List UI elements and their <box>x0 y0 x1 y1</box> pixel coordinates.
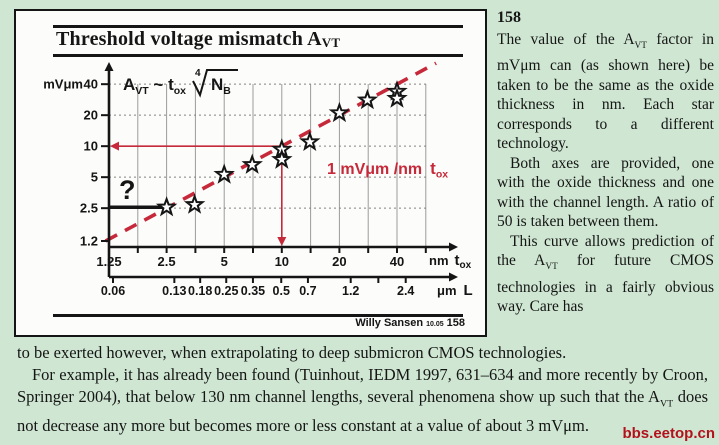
star-marker <box>183 193 206 214</box>
question-mark: ? <box>119 175 136 205</box>
l-tick-label: 0.18 <box>188 284 212 298</box>
radical-sign <box>192 69 238 98</box>
x-tick-label: 2.5 <box>158 254 176 269</box>
note-paragraph: The value of the AVT factor in mVμm can … <box>497 30 714 154</box>
star-marker <box>386 87 408 108</box>
note-paragraph: This curve allows prediction of the AVT … <box>497 232 714 317</box>
arrowhead-left <box>110 141 119 151</box>
note-text: The value of the A <box>497 30 635 48</box>
slide-title: Threshold voltage mismatch AVT <box>56 28 340 51</box>
footer-rule <box>53 314 463 317</box>
y-axis-unit: mVμm <box>43 77 83 92</box>
slide-title-subscript: VT <box>321 35 341 50</box>
arrowhead-up <box>104 62 114 71</box>
star-marker <box>328 101 351 123</box>
x-tick-label: 40 <box>390 254 404 269</box>
arrowhead-right <box>449 242 458 252</box>
y-tick-label: 2.5 <box>80 201 98 216</box>
y-tick-label: 1.2 <box>80 234 98 249</box>
slide-footer: Willy Sansen 10.05 158 <box>355 317 465 329</box>
star-marker <box>356 88 379 110</box>
x-axis-name: nm tox <box>429 252 472 271</box>
star-marker <box>241 153 263 174</box>
note-text: factor in mVμm can (as shown here) be ta… <box>497 30 714 153</box>
arrowhead-right <box>449 272 458 282</box>
x-tick-label: 10 <box>275 254 289 269</box>
avt-subscript: VT <box>659 398 674 410</box>
l-tick-label: 0.06 <box>101 284 125 298</box>
arrowhead-down <box>277 237 287 246</box>
l-tick-label: 2.4 <box>397 284 414 298</box>
note-text: for future CMOS technologies in a fairly… <box>497 252 714 316</box>
footer-page-number: 158 <box>446 317 465 329</box>
slide-title-text: Threshold voltage mismatch A <box>56 28 322 50</box>
y-tick-label: 20 <box>84 108 98 123</box>
star-marker <box>299 130 321 151</box>
formula-root-index: 4 <box>195 68 201 79</box>
l-tick-label: 1.2 <box>342 284 359 298</box>
note-number: 158 <box>497 9 521 26</box>
avt-subscript: VT <box>634 40 647 51</box>
footer-author: Willy Sansen <box>355 317 424 329</box>
body-paragraph: For example, it has already been found (… <box>17 364 708 437</box>
l-tick-label: 0.7 <box>299 284 316 298</box>
l-tick-label: 0.25 <box>214 284 238 298</box>
y-tick-label: 5 <box>91 170 98 185</box>
avt-subscript: VT <box>545 262 558 273</box>
body-text: to be exerted however, when extrapolatin… <box>17 342 708 437</box>
formula-radicand: NB <box>211 75 231 97</box>
note-text: This curve allows prediction of the A <box>497 232 714 270</box>
x-tick-label: 20 <box>332 254 346 269</box>
star-marker <box>213 163 235 184</box>
title-rule-top <box>53 25 463 28</box>
x-tick-label: 1.25 <box>96 254 121 269</box>
y-tick-label: 10 <box>84 139 98 154</box>
margin-note-column: 158 The value of the AVT factor in mVμm … <box>497 8 714 317</box>
body-text-run: For example, it has already been found (… <box>17 365 708 406</box>
slide-frame: Threshold voltage mismatch AVT ? 40 20 10 5 2… <box>14 9 487 337</box>
l-tick-label: 0.13 <box>162 284 186 298</box>
trend-label: 1 mVμm /nm tox <box>327 159 448 181</box>
watermark: bbs.eetop.cn <box>622 425 715 442</box>
title-rule-bottom <box>53 54 463 57</box>
star-marker <box>271 148 293 169</box>
avt-mismatch-chart: ? 40 20 10 5 2.5 1.2 mVμm 1.25 2.5 5 10 20 40 nm tox 0.0… <box>43 61 473 299</box>
footer-date: 10.05 <box>426 321 444 328</box>
l-axis-name: μm L <box>437 282 473 299</box>
l-tick-label: 0.5 <box>273 284 290 298</box>
trend-line <box>104 61 437 243</box>
formula: AVT ~ tox <box>123 75 186 97</box>
l-tick-label: 0.35 <box>241 284 265 298</box>
note-paragraph: Both axes are provided, one with the oxi… <box>497 154 714 231</box>
body-paragraph: to be exerted however, when extrapolatin… <box>17 343 567 362</box>
x-tick-label: 5 <box>221 254 228 269</box>
star-marker <box>155 196 178 217</box>
body-text-run: does not decrease any more but becomes m… <box>17 387 709 436</box>
y-tick-label: 40 <box>84 77 98 92</box>
